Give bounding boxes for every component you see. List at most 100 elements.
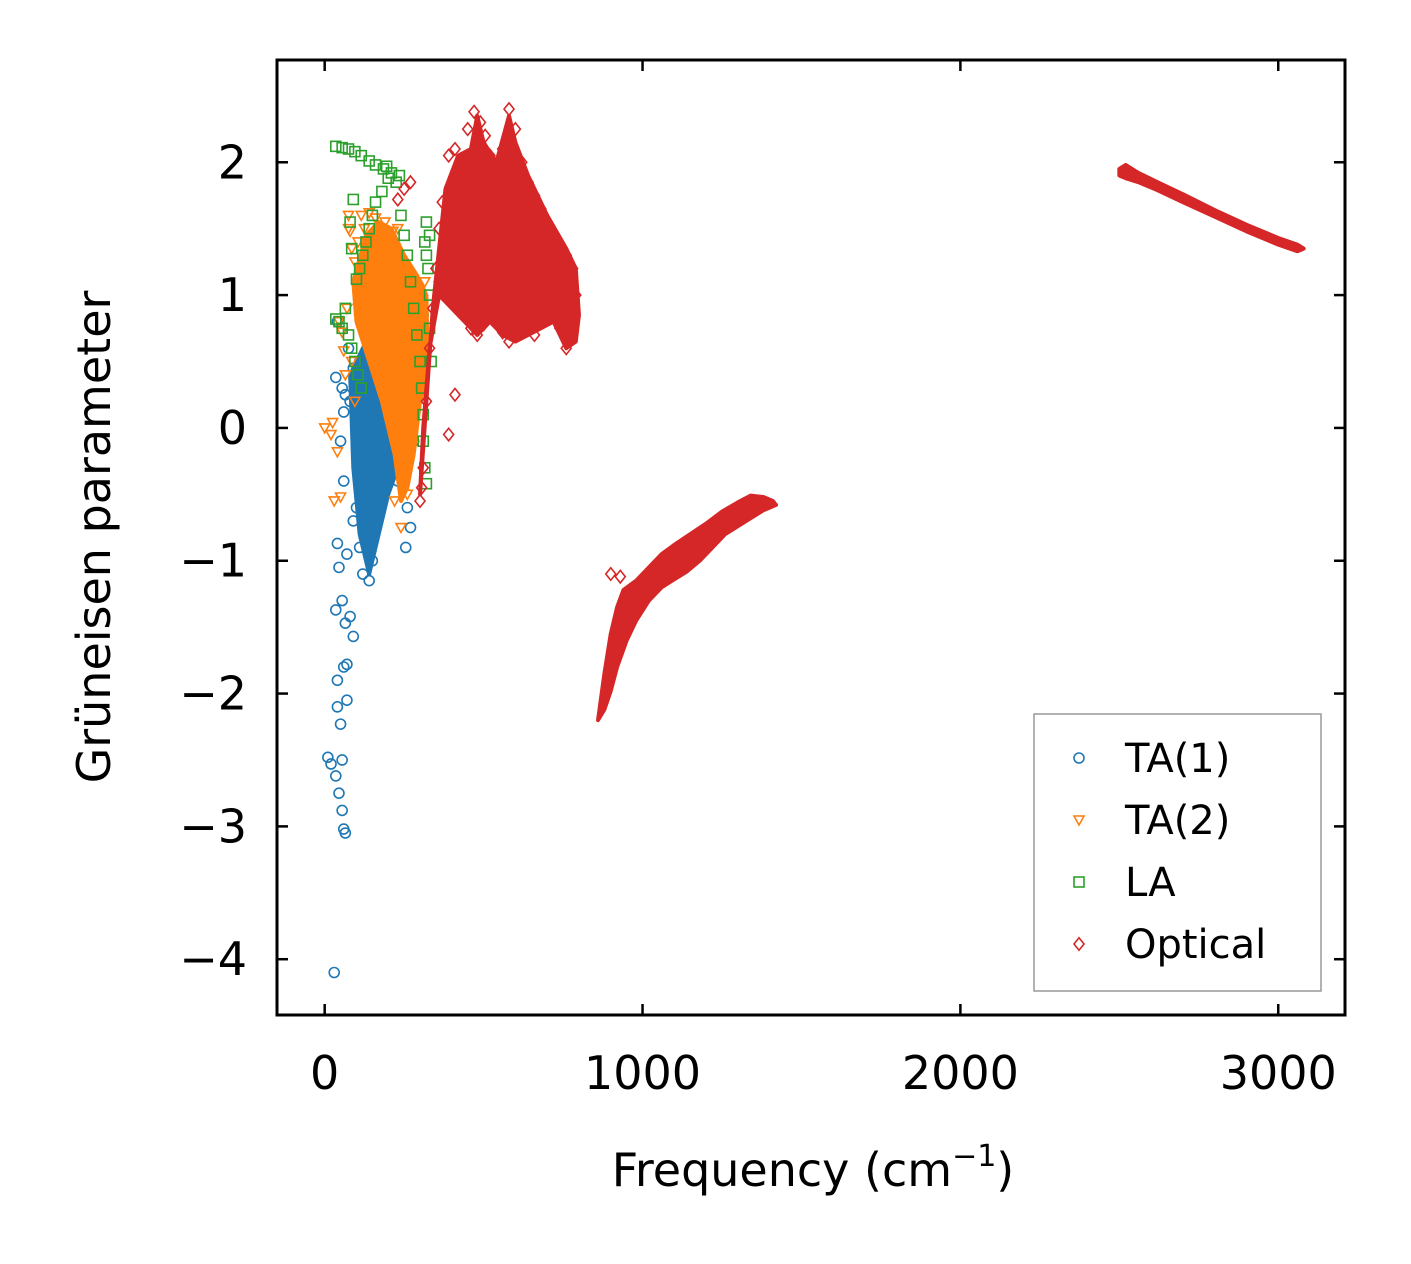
dense-point-cluster bbox=[596, 493, 779, 723]
data-point bbox=[339, 302, 352, 315]
data-point bbox=[396, 449, 409, 462]
data-point bbox=[369, 488, 382, 501]
data-point bbox=[339, 827, 352, 839]
data-point bbox=[442, 148, 455, 164]
data-point bbox=[328, 966, 341, 979]
data-point bbox=[547, 227, 560, 243]
data-point bbox=[423, 229, 436, 242]
data-point bbox=[433, 274, 446, 290]
data-point bbox=[348, 257, 362, 269]
data-point bbox=[560, 247, 573, 263]
x-tick-label: 3000 bbox=[1220, 1046, 1337, 1100]
data-point bbox=[331, 537, 344, 550]
data-point bbox=[439, 287, 452, 303]
data-point bbox=[515, 307, 528, 323]
data-point bbox=[461, 121, 474, 137]
data-point bbox=[354, 210, 368, 223]
data-point bbox=[401, 249, 414, 262]
y-tick-label: 0 bbox=[218, 401, 247, 455]
data-point bbox=[393, 169, 406, 182]
legend-marker bbox=[1073, 752, 1085, 764]
data-point bbox=[366, 554, 379, 567]
data-point bbox=[347, 515, 360, 527]
data-point bbox=[369, 196, 382, 208]
data-point bbox=[349, 145, 361, 158]
legend-marker bbox=[1072, 815, 1086, 827]
data-point bbox=[553, 320, 566, 336]
data-point bbox=[404, 396, 417, 409]
data-point bbox=[390, 176, 402, 188]
data-point bbox=[490, 161, 503, 177]
dense-point-cluster bbox=[418, 113, 581, 497]
data-point bbox=[344, 216, 356, 228]
data-point bbox=[363, 535, 375, 547]
axes bbox=[275, 58, 1347, 1017]
data-point bbox=[345, 342, 358, 355]
data-point bbox=[404, 276, 417, 288]
data-point bbox=[547, 307, 560, 323]
data-point bbox=[436, 194, 449, 210]
data-point bbox=[337, 475, 350, 487]
data-point bbox=[534, 314, 547, 330]
data-point bbox=[334, 718, 347, 730]
data-point bbox=[395, 209, 407, 222]
data-point bbox=[337, 661, 350, 673]
data-point bbox=[394, 522, 408, 535]
data-point bbox=[363, 222, 375, 235]
data-point bbox=[347, 193, 360, 206]
data-point bbox=[331, 447, 344, 459]
data-point bbox=[474, 114, 487, 130]
data-point bbox=[350, 273, 363, 285]
legend: TA(1) TA(2) LA Optical bbox=[1033, 713, 1322, 992]
x-tick-label: 0 bbox=[310, 1046, 339, 1100]
data-point bbox=[445, 294, 458, 310]
data-point bbox=[380, 160, 393, 173]
data-point bbox=[401, 501, 414, 514]
data-point bbox=[464, 320, 477, 336]
data-point bbox=[326, 417, 339, 430]
data-point bbox=[448, 387, 462, 403]
data-point bbox=[503, 334, 516, 350]
data-point bbox=[337, 406, 350, 418]
data-point bbox=[353, 541, 366, 554]
data-point bbox=[363, 574, 375, 587]
data-point bbox=[336, 141, 348, 154]
legend-label: LA bbox=[1125, 860, 1176, 906]
data-point bbox=[391, 191, 404, 207]
data-point bbox=[483, 148, 496, 164]
data-point bbox=[452, 300, 465, 316]
data-point bbox=[391, 223, 405, 236]
data-point bbox=[340, 303, 354, 316]
data-point bbox=[360, 236, 372, 248]
data-point bbox=[490, 314, 503, 330]
data-point bbox=[349, 355, 361, 368]
data-point bbox=[522, 314, 535, 330]
data-point bbox=[496, 141, 509, 157]
x-tick-label: 2000 bbox=[902, 1046, 1019, 1100]
data-point bbox=[458, 307, 471, 323]
data-point bbox=[422, 262, 434, 275]
data-point bbox=[400, 489, 414, 501]
data-point bbox=[353, 314, 367, 326]
data-point bbox=[355, 382, 368, 394]
ticks: 0 1000 2000 3000 2 1 0 −1 −2 −3 −4 bbox=[179, 60, 1345, 1100]
data-point bbox=[386, 226, 400, 238]
data-point bbox=[363, 155, 375, 167]
data-point bbox=[420, 249, 433, 262]
data-point bbox=[566, 314, 579, 330]
data-point bbox=[333, 315, 345, 328]
data-point bbox=[334, 435, 347, 448]
data-point bbox=[411, 329, 423, 341]
data-point bbox=[515, 154, 528, 170]
data-point bbox=[357, 568, 369, 580]
y-tick-label: −3 bbox=[179, 799, 247, 853]
data-point bbox=[407, 302, 420, 315]
data-point bbox=[429, 261, 442, 277]
y-tick-label: 2 bbox=[218, 135, 247, 189]
data-point bbox=[426, 300, 439, 316]
data-point bbox=[414, 355, 426, 368]
data-point bbox=[407, 343, 421, 355]
y-tick-label: 1 bbox=[218, 268, 247, 322]
data-point bbox=[528, 187, 541, 204]
x-tick-label: 1000 bbox=[584, 1046, 701, 1100]
